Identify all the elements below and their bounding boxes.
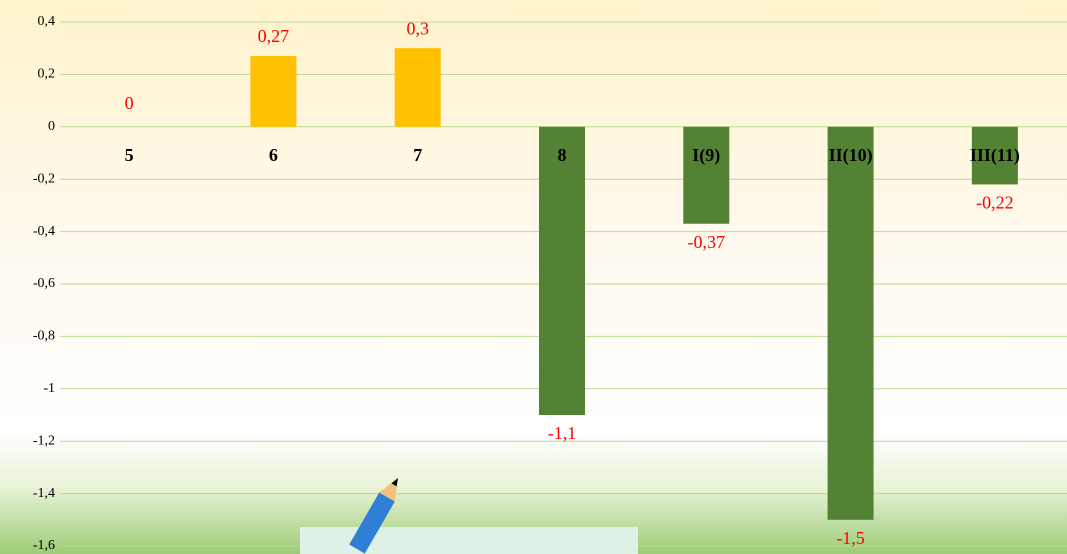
value-label: -1,1	[548, 423, 577, 443]
bar	[395, 48, 441, 127]
value-label: -0,37	[688, 232, 726, 252]
y-tick-label: -1,4	[33, 486, 55, 501]
y-tick-label: -1,6	[33, 538, 55, 553]
value-label: 0,3	[406, 18, 429, 38]
value-label: -0,22	[976, 193, 1014, 213]
x-tick-label: 5	[125, 145, 134, 165]
value-label: -1,5	[836, 528, 865, 548]
x-tick-label: 8	[558, 145, 567, 165]
x-tick-label: 6	[269, 145, 278, 165]
x-tick-label: III(11)	[970, 145, 1020, 166]
bar	[683, 127, 729, 224]
value-label: 0,27	[258, 26, 290, 46]
decor-panel	[300, 527, 638, 554]
y-tick-label: -1	[43, 381, 55, 396]
y-tick-label: 0,4	[38, 14, 56, 29]
x-tick-label: II(10)	[829, 145, 873, 166]
y-tick-label: 0,2	[38, 67, 56, 82]
bar	[539, 127, 585, 415]
y-tick-label: -0,8	[33, 329, 55, 344]
y-tick-label: 0	[48, 119, 55, 134]
y-tick-label: -0,6	[33, 276, 55, 291]
y-tick-label: -0,2	[33, 171, 55, 186]
background	[0, 0, 1067, 554]
bar	[828, 127, 874, 520]
x-tick-label: 7	[413, 145, 422, 165]
bar	[250, 56, 296, 127]
y-tick-label: -1,2	[33, 433, 55, 448]
x-tick-label: I(9)	[692, 145, 720, 166]
value-label: 0	[125, 93, 134, 113]
chart: 0,4 0,2 0 -0,2 -0,4 -0,6 -0,8 -1 -1,2 -1,4 -1,6 5 0 6…	[0, 0, 1067, 554]
y-tick-label: -0,4	[33, 224, 55, 239]
